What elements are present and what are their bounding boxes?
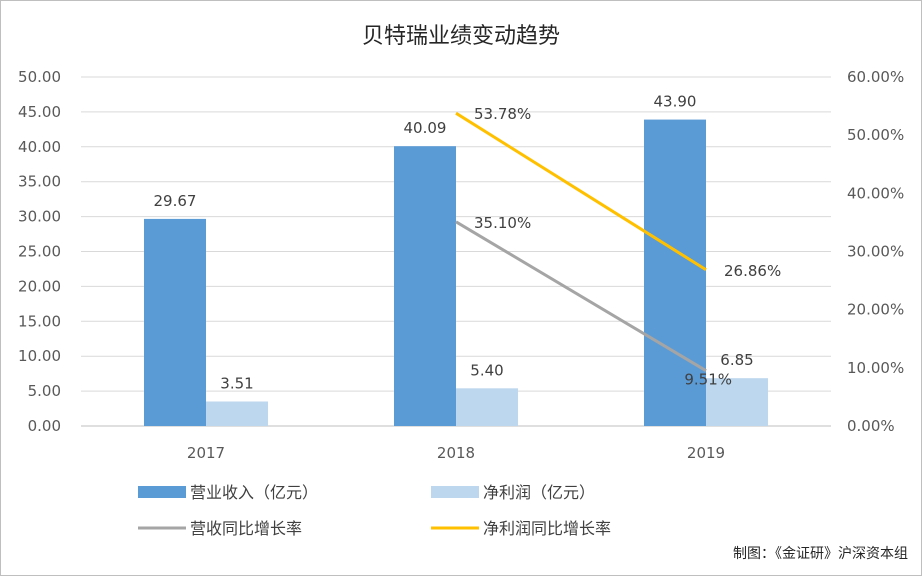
y-right-tick-label: 60.00% bbox=[847, 68, 904, 86]
legend-label: 净利润同比增长率 bbox=[483, 519, 611, 538]
bar-layer bbox=[144, 119, 768, 426]
line-data-label: 26.86% bbox=[724, 262, 781, 280]
y-right-tick-label: 0.00% bbox=[847, 417, 895, 435]
y-right-tick-label: 50.00% bbox=[847, 126, 904, 144]
y-left-tick-label: 5.00 bbox=[28, 382, 61, 400]
y-left-tick-label: 20.00 bbox=[18, 277, 61, 295]
y-left-tick-label: 45.00 bbox=[18, 103, 61, 121]
y-left-tick-label: 50.00 bbox=[18, 68, 61, 86]
y-left-tick-label: 40.00 bbox=[18, 138, 61, 156]
y-left-tick-label: 10.00 bbox=[18, 347, 61, 365]
bar bbox=[144, 218, 206, 426]
y-right-tick-label: 30.00% bbox=[847, 243, 904, 261]
bar bbox=[644, 119, 706, 426]
legend-label: 营收同比增长率 bbox=[190, 519, 302, 538]
legend-swatch bbox=[138, 486, 186, 498]
series-line bbox=[455, 111, 707, 272]
y-left-tick-label: 0.00 bbox=[28, 417, 61, 435]
y-right-tick-label: 10.00% bbox=[847, 359, 904, 377]
y-right-tick-label: 20.00% bbox=[847, 301, 904, 319]
bar-data-label: 5.40 bbox=[470, 361, 503, 379]
legend-label: 净利润（亿元） bbox=[483, 483, 595, 502]
x-tick-label: 2017 bbox=[187, 444, 225, 462]
bar bbox=[394, 146, 456, 426]
x-tick-label: 2019 bbox=[687, 444, 725, 462]
bar-data-label: 6.85 bbox=[720, 351, 753, 369]
y-left-tick-label: 35.00 bbox=[18, 173, 61, 191]
bar bbox=[456, 388, 518, 426]
legend: 营业收入（亿元） 净利润（亿元） 营收同比增长率 净利润同比增长率 bbox=[138, 483, 611, 538]
bar-data-label: 3.51 bbox=[220, 375, 253, 393]
y-right-tick-label: 40.00% bbox=[847, 184, 904, 202]
chart-title: 贝特瑞业绩变动趋势 bbox=[362, 24, 560, 49]
line-data-label: 35.10% bbox=[474, 214, 531, 232]
legend-label: 营业收入（亿元） bbox=[190, 483, 318, 502]
y-left-tick-label: 25.00 bbox=[18, 243, 61, 261]
bar-data-label: 29.67 bbox=[154, 192, 197, 210]
y-left-tick-label: 15.00 bbox=[18, 312, 61, 330]
chart-annotation: 制图：《金证研》沪深资本组 bbox=[733, 546, 908, 562]
legend-swatch bbox=[431, 486, 479, 498]
bar bbox=[206, 401, 268, 426]
bar bbox=[706, 378, 768, 426]
line-data-label: 53.78% bbox=[474, 105, 531, 123]
line-data-label: 9.51% bbox=[684, 371, 732, 389]
label-layer: 29.67 40.09 43.90 3.51 5.40 6.85 35.10% 9.51% 53… bbox=[154, 93, 782, 393]
bar-data-label: 40.09 bbox=[404, 119, 447, 137]
series-line bbox=[455, 220, 707, 372]
bar-data-label: 43.90 bbox=[654, 93, 697, 111]
y-left-tick-label: 30.00 bbox=[18, 208, 61, 226]
x-tick-label: 2018 bbox=[437, 444, 475, 462]
line-layer bbox=[455, 111, 707, 372]
